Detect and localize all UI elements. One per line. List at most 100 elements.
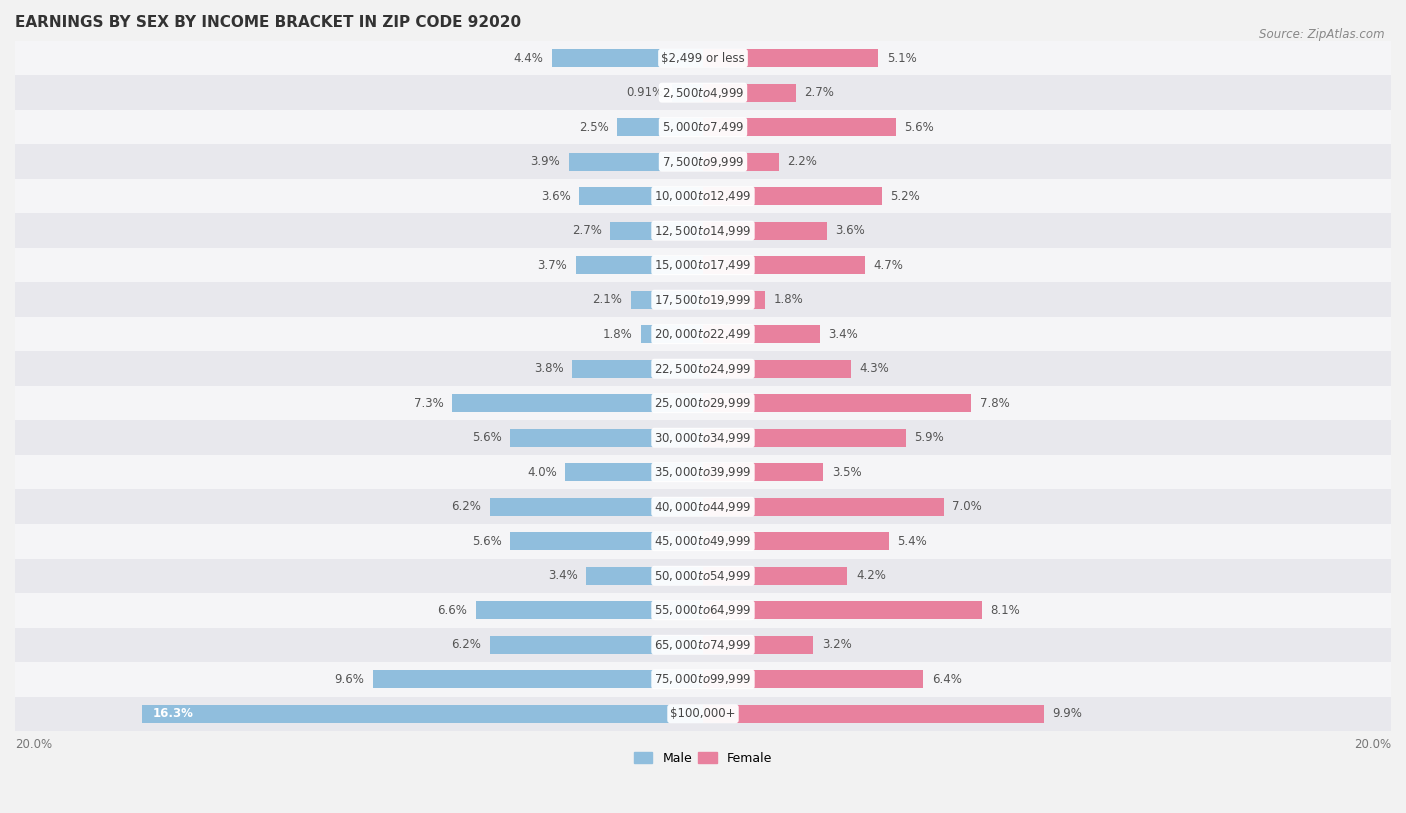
Text: $30,000 to $34,999: $30,000 to $34,999	[654, 431, 752, 445]
Bar	[15, 351, 1391, 386]
Bar	[617, 118, 703, 136]
Bar	[15, 593, 1391, 628]
Text: 1.8%: 1.8%	[603, 328, 633, 341]
Bar	[586, 567, 703, 585]
Bar	[15, 697, 1391, 731]
Text: $65,000 to $74,999: $65,000 to $74,999	[654, 637, 752, 652]
Bar	[15, 76, 1391, 110]
Bar	[510, 428, 703, 446]
Bar	[15, 628, 1391, 662]
Bar	[15, 282, 1391, 317]
Bar	[703, 49, 879, 67]
Text: 4.3%: 4.3%	[859, 363, 889, 376]
Bar	[15, 386, 1391, 420]
Bar	[703, 602, 981, 620]
Text: $2,500 to $4,999: $2,500 to $4,999	[662, 85, 744, 100]
Text: 5.2%: 5.2%	[890, 189, 921, 202]
Text: 6.2%: 6.2%	[451, 638, 481, 651]
Text: 3.6%: 3.6%	[541, 189, 571, 202]
Text: 4.7%: 4.7%	[873, 259, 903, 272]
Bar	[15, 145, 1391, 179]
Text: 3.2%: 3.2%	[821, 638, 852, 651]
Text: 3.5%: 3.5%	[832, 466, 862, 479]
Bar	[569, 153, 703, 171]
Text: 4.0%: 4.0%	[527, 466, 557, 479]
Bar	[489, 498, 703, 515]
Bar	[15, 489, 1391, 524]
Bar	[703, 256, 865, 274]
Bar	[451, 394, 703, 412]
Bar	[572, 359, 703, 378]
Text: 7.3%: 7.3%	[413, 397, 443, 410]
Text: $25,000 to $29,999: $25,000 to $29,999	[654, 396, 752, 411]
Text: 20.0%: 20.0%	[1354, 738, 1391, 751]
Text: 5.4%: 5.4%	[897, 535, 927, 548]
Text: 3.7%: 3.7%	[537, 259, 567, 272]
Text: $45,000 to $49,999: $45,000 to $49,999	[654, 534, 752, 548]
Text: 2.7%: 2.7%	[804, 86, 834, 99]
Bar	[579, 187, 703, 205]
Text: 8.1%: 8.1%	[990, 604, 1019, 617]
Text: 5.6%: 5.6%	[472, 535, 502, 548]
Text: 5.6%: 5.6%	[904, 120, 934, 133]
Text: 2.7%: 2.7%	[572, 224, 602, 237]
Legend: Male, Female: Male, Female	[628, 746, 778, 770]
Bar	[15, 214, 1391, 248]
Text: 3.4%: 3.4%	[828, 328, 858, 341]
Bar	[703, 222, 827, 240]
Bar	[15, 317, 1391, 351]
Bar	[15, 455, 1391, 489]
Bar	[703, 291, 765, 309]
Text: 7.8%: 7.8%	[980, 397, 1010, 410]
Bar	[703, 670, 924, 689]
Text: $12,500 to $14,999: $12,500 to $14,999	[654, 224, 752, 237]
Text: Source: ZipAtlas.com: Source: ZipAtlas.com	[1260, 28, 1385, 41]
Bar	[631, 291, 703, 309]
Text: 20.0%: 20.0%	[15, 738, 52, 751]
Text: 0.91%: 0.91%	[626, 86, 664, 99]
Bar	[703, 118, 896, 136]
Text: $50,000 to $54,999: $50,000 to $54,999	[654, 569, 752, 583]
Text: 5.9%: 5.9%	[914, 431, 945, 444]
Bar	[575, 256, 703, 274]
Text: 6.6%: 6.6%	[437, 604, 467, 617]
Bar	[641, 325, 703, 343]
Text: 2.2%: 2.2%	[787, 155, 817, 168]
Text: 9.9%: 9.9%	[1052, 707, 1083, 720]
Text: EARNINGS BY SEX BY INCOME BRACKET IN ZIP CODE 92020: EARNINGS BY SEX BY INCOME BRACKET IN ZIP…	[15, 15, 522, 30]
Text: 3.6%: 3.6%	[835, 224, 865, 237]
Text: $75,000 to $99,999: $75,000 to $99,999	[654, 672, 752, 686]
Bar	[703, 498, 943, 515]
Text: 6.4%: 6.4%	[932, 673, 962, 686]
Bar	[703, 394, 972, 412]
Text: $10,000 to $12,499: $10,000 to $12,499	[654, 189, 752, 203]
Text: 2.5%: 2.5%	[579, 120, 609, 133]
Text: 3.8%: 3.8%	[534, 363, 564, 376]
Text: $15,000 to $17,499: $15,000 to $17,499	[654, 259, 752, 272]
Bar	[703, 153, 779, 171]
Bar	[142, 705, 703, 723]
Bar	[703, 84, 796, 102]
Bar	[15, 559, 1391, 593]
Bar	[15, 420, 1391, 455]
Text: $35,000 to $39,999: $35,000 to $39,999	[654, 465, 752, 479]
Text: 5.1%: 5.1%	[887, 52, 917, 65]
Bar	[703, 325, 820, 343]
Bar	[703, 636, 813, 654]
Bar	[610, 222, 703, 240]
Text: 9.6%: 9.6%	[335, 673, 364, 686]
Bar	[672, 84, 703, 102]
Bar	[15, 524, 1391, 559]
Bar	[703, 463, 824, 481]
Text: 4.2%: 4.2%	[856, 569, 886, 582]
Text: $100,000+: $100,000+	[671, 707, 735, 720]
Bar	[703, 533, 889, 550]
Bar	[15, 41, 1391, 76]
Text: 1.8%: 1.8%	[773, 293, 803, 307]
Text: 5.6%: 5.6%	[472, 431, 502, 444]
Bar	[15, 248, 1391, 282]
Bar	[373, 670, 703, 689]
Bar	[703, 187, 882, 205]
Text: 7.0%: 7.0%	[952, 500, 983, 513]
Text: $20,000 to $22,499: $20,000 to $22,499	[654, 327, 752, 341]
